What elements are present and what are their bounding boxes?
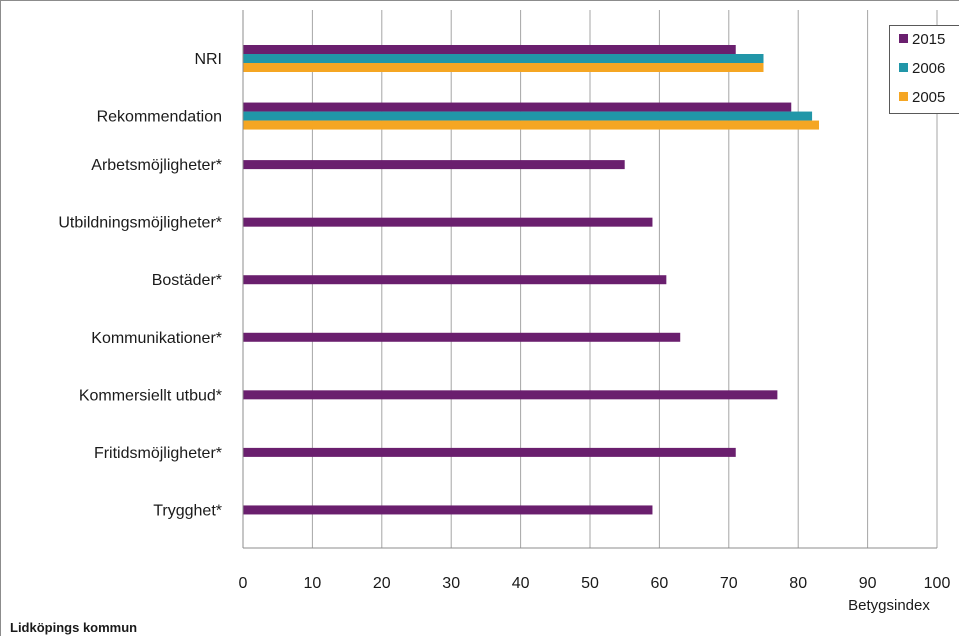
bar-2015 (243, 447, 736, 457)
x-tick-label-90: 90 (859, 575, 877, 592)
bar-2015 (243, 275, 667, 285)
legend-label-2006: 2006 (912, 60, 945, 77)
legend: 2015 2006 2005 (889, 25, 959, 114)
category-label: NRI (194, 51, 222, 68)
category-labels: NRI Rekommendation Arbetsmöjligheter* Utbil… (58, 51, 222, 519)
category-label: Fritidsmöjligheter* (94, 445, 222, 462)
x-tick-label-40: 40 (512, 575, 530, 592)
category-label: Rekommendation (97, 109, 222, 126)
bar-2015 (243, 332, 681, 342)
legend-swatch-2006 (899, 63, 908, 72)
category-label: Bostäder* (152, 272, 222, 289)
bar-2005 (243, 120, 820, 130)
bar-2015 (243, 217, 653, 227)
x-tick-label-20: 20 (373, 575, 391, 592)
x-tick-label-30: 30 (442, 575, 460, 592)
category-label: Utbildningsmöjligheter* (58, 215, 222, 232)
bar-2015 (243, 45, 736, 54)
bar-2015 (243, 390, 778, 400)
x-tick-label-60: 60 (651, 575, 669, 592)
bar-2015 (243, 505, 653, 515)
x-axis-title: Betygsindex (848, 597, 930, 614)
axes (242, 10, 937, 549)
bar-2015 (243, 160, 625, 170)
category-label: Kommersiellt utbud* (79, 387, 222, 404)
footer-title: Lidköpings kommun (10, 620, 138, 635)
bars (243, 45, 820, 515)
x-tick-label-0: 0 (239, 575, 248, 592)
category-label: Trygghet* (153, 502, 222, 519)
category-label: Arbetsmöjligheter* (91, 157, 222, 174)
x-tick-label-80: 80 (789, 575, 807, 592)
x-tick-label-10: 10 (304, 575, 322, 592)
legend-swatch-2005 (899, 92, 908, 101)
legend-label-2005: 2005 (912, 89, 945, 106)
legend-swatch-2015 (899, 34, 908, 43)
bar-2006 (243, 111, 813, 121)
bar-2006 (243, 54, 764, 63)
category-label: Kommunikationer* (91, 330, 222, 347)
x-tick-label-100: 100 (924, 575, 951, 592)
bar-2005 (243, 63, 764, 72)
x-tick-label-70: 70 (720, 575, 738, 592)
x-tick-label-50: 50 (581, 575, 599, 592)
x-tick-labels: 0 10 20 30 40 50 60 70 80 90 100 (239, 575, 951, 592)
legend-label-2015: 2015 (912, 31, 945, 48)
bar-2015 (243, 102, 792, 112)
